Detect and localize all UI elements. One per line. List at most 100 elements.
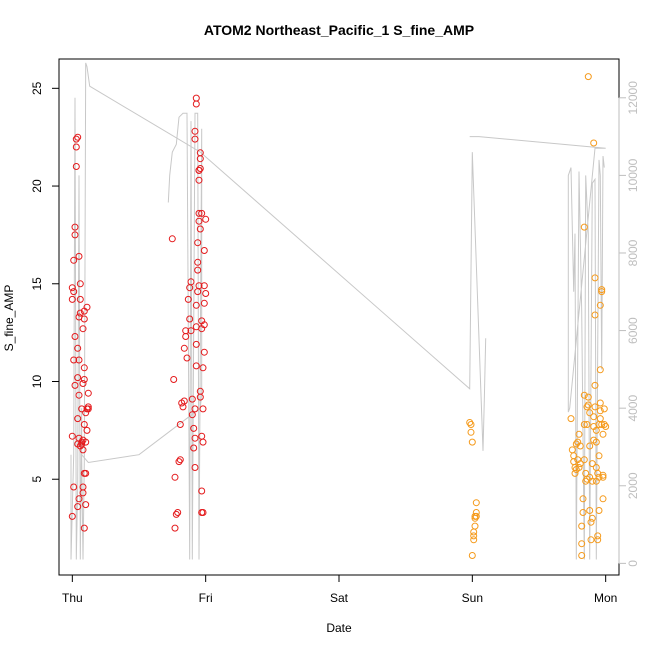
data-point-s1-10 — [70, 256, 78, 264]
data-point-s2-51 — [587, 518, 595, 526]
data-point-s1-126 — [196, 387, 204, 395]
y2-tick-label-4: 6000 — [626, 317, 640, 344]
data-point-s1-27 — [76, 309, 84, 317]
data-point-s2-75 — [596, 407, 604, 415]
data-point-s1-6 — [71, 333, 79, 340]
y2-tick-label-5: 8000 — [626, 239, 640, 266]
data-point-s1-66 — [176, 421, 184, 428]
data-point-s1-1 — [68, 512, 76, 520]
data-point-s2-46 — [586, 409, 594, 417]
data-point-s2-14 — [472, 499, 480, 507]
data-point-s2-83 — [599, 471, 607, 479]
data-point-s2-6 — [470, 536, 478, 544]
data-point-s1-42 — [80, 315, 88, 323]
data-point-s1-112 — [202, 290, 210, 297]
data-point-s2-29 — [578, 522, 586, 530]
data-point-s1-54 — [84, 405, 92, 413]
data-point-s1-22 — [75, 391, 83, 399]
data-point-s2-22 — [572, 440, 580, 448]
data-point-s2-7 — [470, 532, 478, 540]
data-point-s1-7 — [68, 295, 76, 303]
secondary-line-segment-1 — [70, 62, 487, 560]
data-point-s1-115 — [202, 215, 210, 223]
data-point-s1-118 — [191, 127, 199, 135]
data-point-s1-9 — [68, 284, 76, 292]
data-point-s1-94 — [195, 209, 203, 217]
data-point-s2-77 — [596, 366, 604, 374]
data-point-s2-39 — [582, 477, 590, 485]
data-point-s1-120 — [192, 94, 200, 102]
data-point-s1-17 — [74, 503, 82, 511]
data-point-s1-5 — [70, 356, 78, 364]
y-tick-label-5: 25 — [30, 81, 44, 95]
x-axis: Thu Fri Sat Sun Mon — [62, 574, 617, 605]
data-point-s2-34 — [580, 391, 588, 399]
data-point-s2-13 — [472, 512, 480, 520]
y2-tick-label-3: 4000 — [626, 395, 640, 422]
data-point-s2-53 — [588, 477, 596, 485]
data-point-s2-56 — [590, 413, 598, 421]
y-tick-label-2: 10 — [30, 375, 44, 389]
data-point-s1-72 — [182, 327, 190, 335]
data-point-s1-63 — [174, 509, 182, 516]
data-point-s2-62 — [591, 403, 599, 411]
data-point-s1-28 — [76, 295, 84, 303]
data-point-s1-13 — [72, 163, 80, 170]
data-point-s1-86 — [192, 362, 200, 370]
data-point-s1-38 — [80, 376, 88, 383]
data-point-s1-14 — [72, 143, 80, 151]
data-point-s2-9 — [471, 522, 479, 530]
data-point-s2-78 — [596, 301, 604, 309]
data-point-s2-31 — [578, 552, 586, 559]
data-point-s2-35 — [580, 421, 588, 428]
data-point-s2-42 — [583, 403, 591, 411]
data-point-s1-107 — [199, 405, 207, 413]
data-point-s2-64 — [592, 438, 600, 446]
y2-tick-label-1: 0 — [626, 560, 640, 567]
data-point-s1-65 — [176, 456, 184, 464]
data-point-s2-81 — [598, 421, 606, 428]
data-point-s2-12 — [472, 509, 480, 516]
data-point-s1-37 — [79, 380, 87, 387]
data-point-s2-15 — [567, 415, 575, 423]
data-point-s2-79 — [598, 288, 606, 296]
data-point-s1-3 — [68, 432, 76, 440]
y-tick-label-3: 15 — [30, 277, 44, 291]
data-point-s1-34 — [79, 446, 87, 454]
data-point-s1-106 — [199, 438, 207, 446]
data-point-s1-83 — [191, 464, 199, 471]
data-point-s1-69 — [180, 397, 188, 405]
data-point-s2-43 — [584, 393, 592, 401]
data-point-s1-11 — [71, 223, 79, 231]
x-tick-label-3: Sat — [330, 591, 349, 605]
data-point-s1-73 — [183, 354, 191, 362]
data-point-s2-50 — [587, 536, 595, 544]
data-point-s2-1 — [466, 419, 474, 426]
data-point-s1-99 — [196, 149, 204, 157]
data-point-s1-111 — [200, 299, 208, 307]
data-point-s1-2 — [70, 483, 78, 491]
data-point-s1-78 — [187, 278, 195, 286]
y-axis-label: S_fine_AMP — [2, 285, 16, 352]
data-point-s1-59 — [170, 376, 178, 383]
data-point-s2-87 — [602, 423, 610, 430]
data-point-s2-86 — [600, 421, 608, 428]
data-point-s2-63 — [592, 426, 600, 434]
data-point-s2-37 — [580, 223, 588, 231]
data-point-s2-59 — [591, 274, 599, 282]
data-point-s1-103 — [198, 487, 206, 495]
data-point-s2-68 — [594, 532, 602, 540]
data-point-s2-4 — [468, 438, 476, 446]
data-point-s2-76 — [596, 399, 604, 407]
data-point-s2-60 — [591, 311, 599, 319]
data-point-s1-21 — [74, 415, 82, 423]
data-point-s1-114 — [200, 247, 208, 254]
data-point-s1-49 — [82, 438, 90, 446]
data-point-s1-48 — [80, 524, 88, 532]
data-point-s1-39 — [80, 364, 88, 372]
data-point-s2-26 — [575, 464, 583, 471]
data-point-s1-89 — [192, 301, 200, 309]
data-point-s1-50 — [83, 426, 91, 434]
data-point-s1-24 — [75, 356, 83, 364]
data-point-s2-72 — [595, 452, 603, 460]
